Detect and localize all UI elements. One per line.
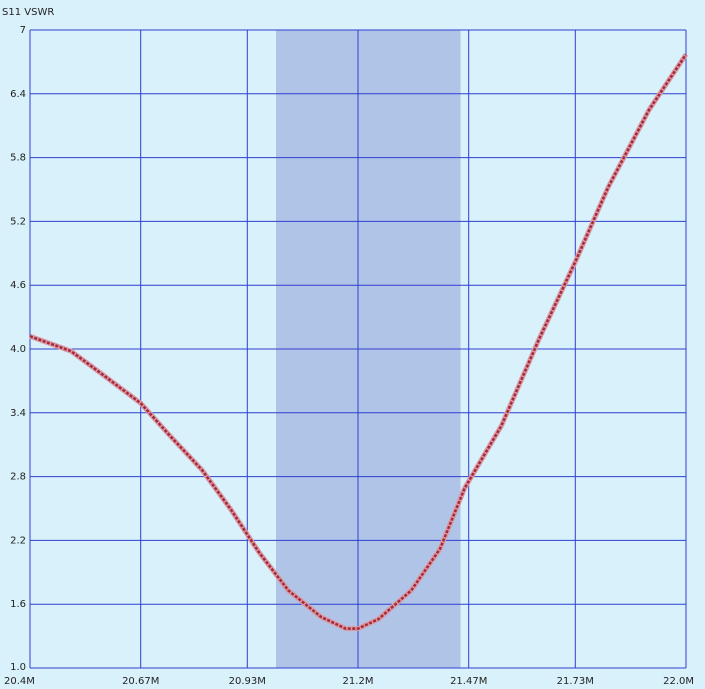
y-tick-label: 5.2 — [10, 216, 26, 227]
x-tick-label: 20.4M — [4, 676, 35, 687]
y-tick-label: 2.2 — [10, 535, 26, 546]
y-tick-label: 4.0 — [10, 344, 26, 355]
x-tick-label: 20.67M — [122, 676, 159, 687]
chart-title: S11 VSWR — [2, 7, 54, 18]
y-tick-label: 2.8 — [10, 472, 26, 483]
x-tick-label: 21.2M — [343, 676, 374, 687]
y-tick-label: 7 — [20, 25, 26, 36]
y-tick-label: 1.0 — [10, 662, 26, 673]
y-tick-label: 5.8 — [10, 153, 26, 164]
y-tick-label: 1.6 — [10, 599, 26, 610]
x-tick-label: 21.47M — [450, 676, 487, 687]
y-tick-label: 6.4 — [10, 89, 26, 100]
x-tick-label: 22.0M — [663, 676, 694, 687]
x-tick-label: 20.93M — [229, 676, 266, 687]
y-tick-label: 4.6 — [10, 280, 26, 291]
line — [29, 53, 688, 630]
y-tick-label: 3.4 — [10, 408, 26, 419]
x-tick-label: 21.73M — [557, 676, 594, 687]
